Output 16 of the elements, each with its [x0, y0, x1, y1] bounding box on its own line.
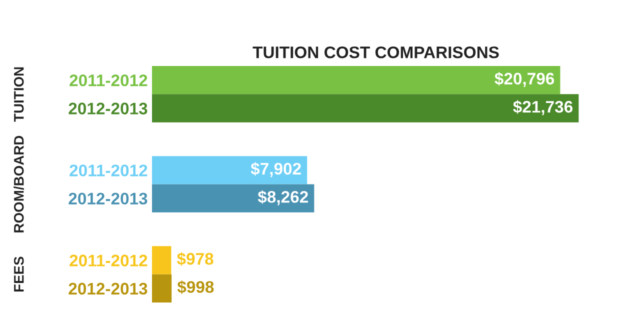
text: FEES [14, 256, 24, 292]
y-tick-label: 2011-2012 [70, 164, 148, 176]
y-tick-label: 2012-2013 [68, 102, 148, 114]
data-label: $7,902 [250, 162, 301, 178]
y-tick-label: 2011-2012 [70, 254, 148, 266]
y-tick-label: 2012-2013 [68, 282, 148, 295]
data-label: $8,262 [258, 190, 308, 206]
data-label: $21,736 [513, 100, 573, 116]
data-label: $998 [177, 280, 214, 294]
data-label: $978 [176, 252, 214, 266]
data-label: $20,796 [494, 72, 554, 87]
text: TUITION [14, 67, 24, 122]
chart-title: TUITION COST COMPARISONS [252, 46, 499, 58]
y-tick-label: 2011-2012 [70, 74, 148, 86]
text: ROOM/BOARD [14, 136, 24, 232]
y-tick-label: 2012-2013 [68, 192, 148, 205]
